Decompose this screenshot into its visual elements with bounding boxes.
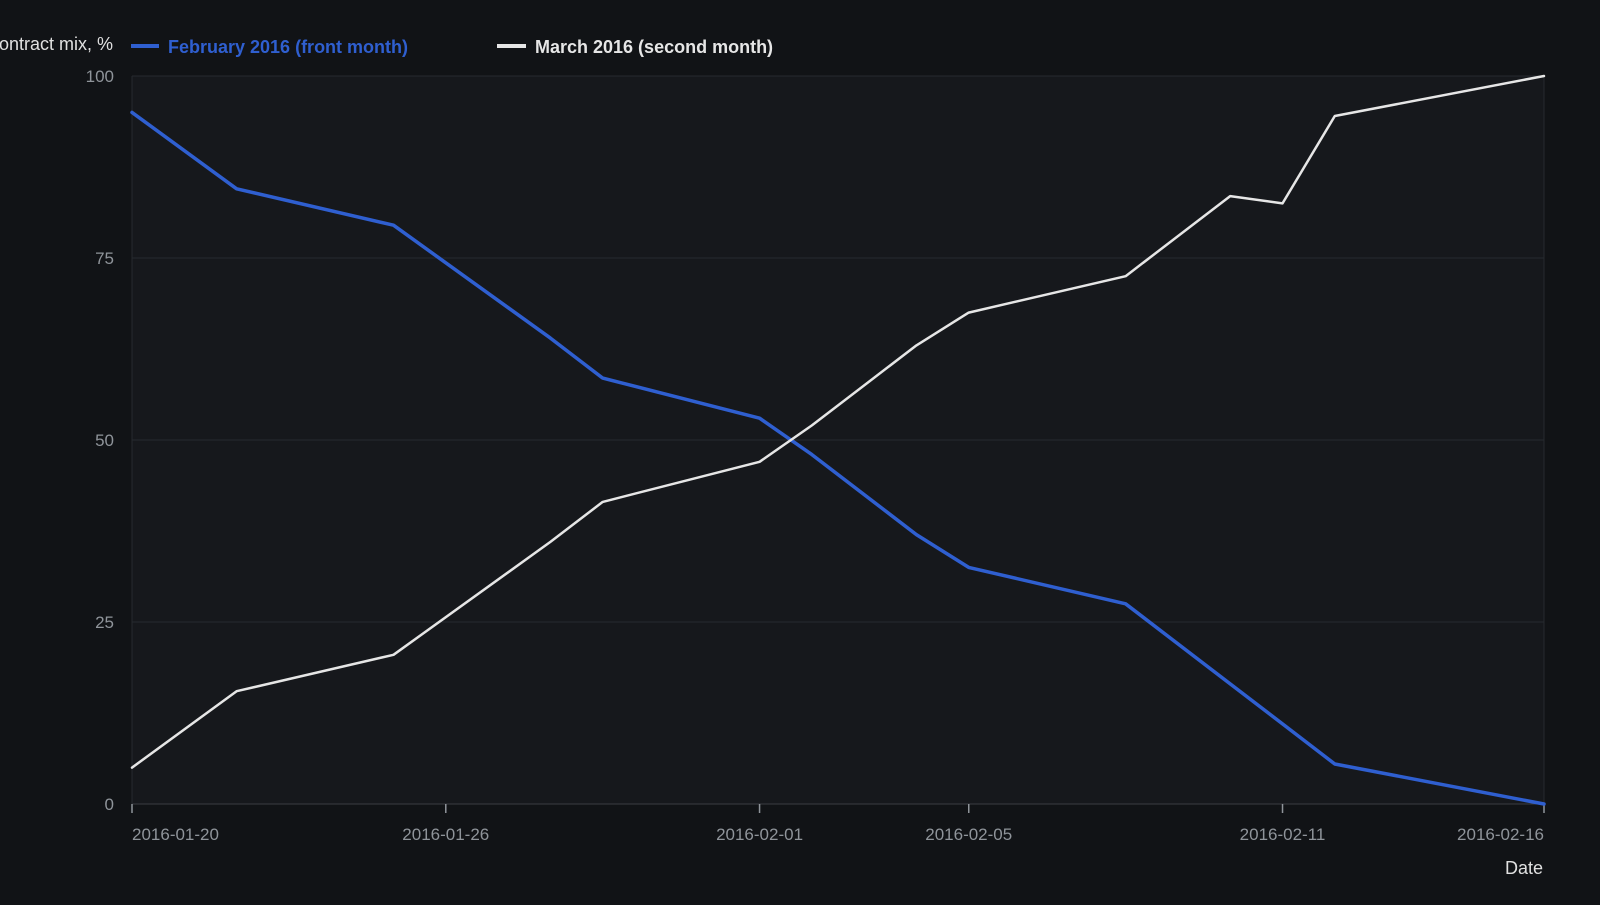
y-tick-label: 50 bbox=[95, 431, 114, 450]
series-line-february bbox=[130, 110, 1546, 806]
x-tick-label: 2016-01-26 bbox=[402, 825, 489, 844]
y-tick-label: 75 bbox=[95, 249, 114, 268]
series-lines bbox=[130, 74, 1546, 806]
y-axis-label: ontract mix, % bbox=[0, 34, 113, 54]
legend: February 2016 (front month) March 2016 (… bbox=[131, 37, 773, 57]
gridlines bbox=[131, 75, 1545, 805]
x-tick-label: 2016-02-16 bbox=[1457, 825, 1544, 844]
x-tick-label: 2016-02-05 bbox=[925, 825, 1012, 844]
series-line-march bbox=[130, 74, 1546, 769]
x-tick-label: 2016-01-20 bbox=[132, 825, 219, 844]
x-tick-label: 2016-02-11 bbox=[1240, 825, 1326, 844]
legend-label-february[interactable]: February 2016 (front month) bbox=[168, 37, 408, 57]
x-axis-label: Date bbox=[1505, 858, 1543, 878]
x-tick-label: 2016-02-01 bbox=[716, 825, 803, 844]
y-tick-label: 25 bbox=[95, 613, 114, 632]
y-tick-label: 100 bbox=[86, 67, 114, 86]
axes: 0 25 50 75 100 2016-01-20 2016-01-26 2016-02-01… bbox=[86, 67, 1545, 844]
y-tick-label: 0 bbox=[105, 795, 114, 814]
legend-label-march[interactable]: March 2016 (second month) bbox=[535, 37, 773, 57]
